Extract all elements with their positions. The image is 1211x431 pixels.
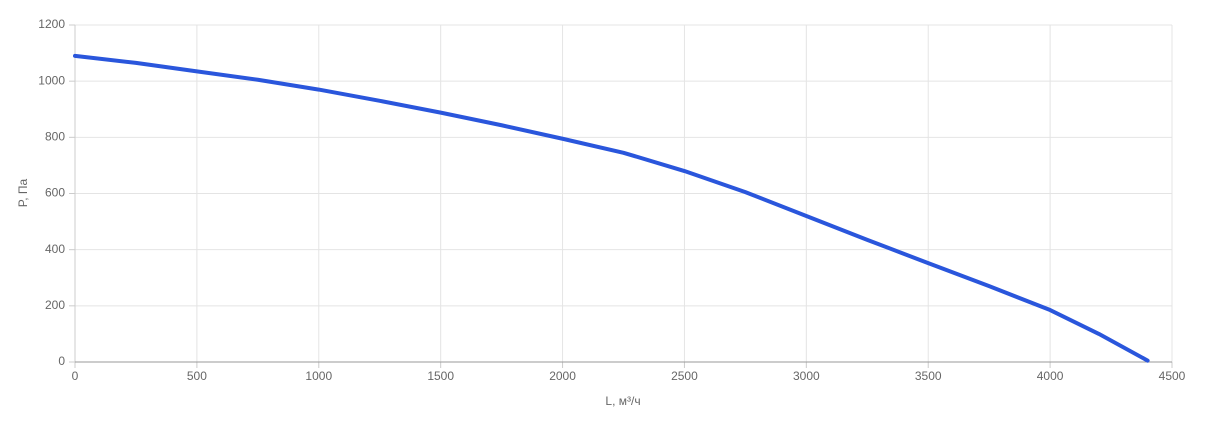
x-tick-label: 3500 xyxy=(915,369,942,383)
x-tick-label: 500 xyxy=(187,369,207,383)
x-tick-label: 3000 xyxy=(793,369,820,383)
line xyxy=(73,53,1150,363)
y-tick-label: 1000 xyxy=(38,73,65,87)
x-tick-label: 2000 xyxy=(549,369,576,383)
x-tick-label: 0 xyxy=(72,369,79,383)
x-tick-label: 2500 xyxy=(671,369,698,383)
y-axis-title: P, Па xyxy=(16,178,30,207)
x-tick-label: 4000 xyxy=(1037,369,1064,383)
y-tick-label: 600 xyxy=(45,186,65,200)
y-tick-label: 1200 xyxy=(38,17,65,31)
y-tick-label: 200 xyxy=(45,298,65,312)
y-tick-label: 800 xyxy=(45,130,65,144)
x-tick-label: 1000 xyxy=(305,369,332,383)
x-tick-label: 1500 xyxy=(427,369,454,383)
x-axis-title: L, м³/ч xyxy=(605,394,640,408)
y-tick-label: 0 xyxy=(58,354,65,368)
y-tick-label: 400 xyxy=(45,242,65,256)
x-tick-label: 4500 xyxy=(1159,369,1186,383)
